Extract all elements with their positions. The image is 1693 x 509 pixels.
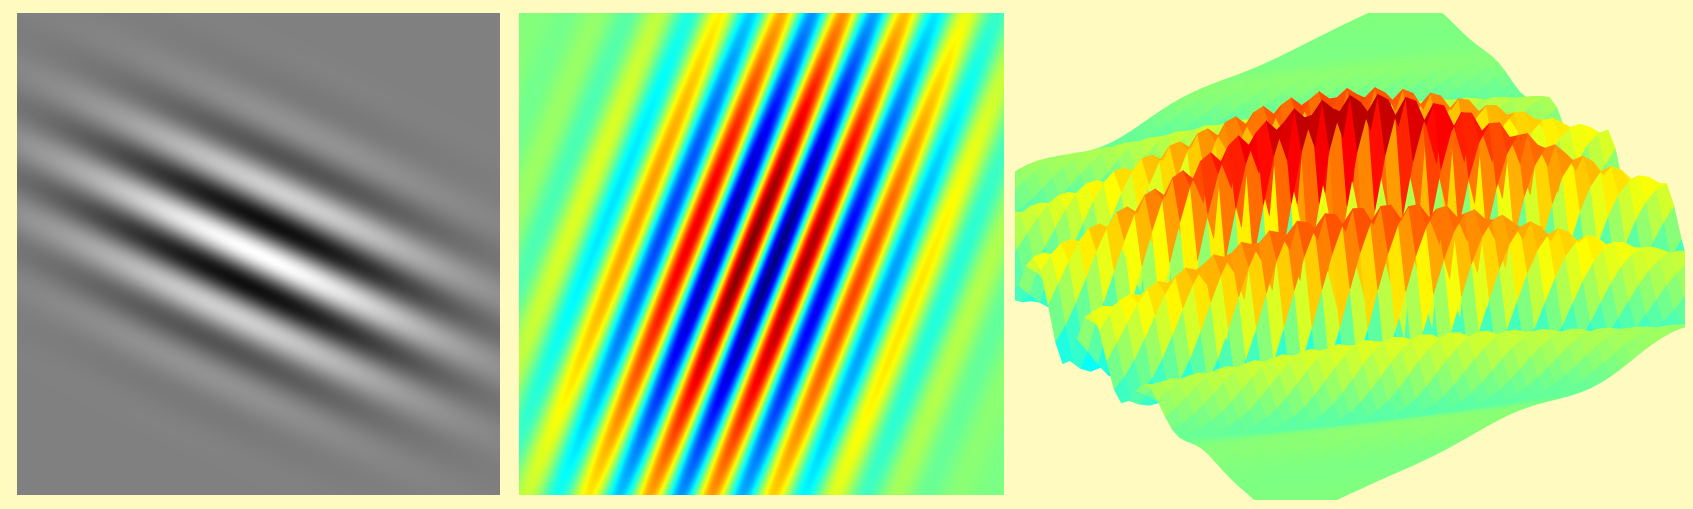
- surface-facet: [1169, 141, 1188, 179]
- surface-facet: [1377, 93, 1396, 156]
- surface-facet: [1234, 112, 1254, 135]
- surface-facet: [1157, 390, 1176, 418]
- surface-facet: [1349, 94, 1368, 152]
- gabor-surface-plot: [944, 0, 1693, 509]
- surface-facet: [1266, 120, 1285, 157]
- gabor-surface-svg: [944, 0, 1693, 509]
- surface-facet: [1090, 153, 1109, 185]
- surface-facet: [1268, 230, 1288, 262]
- surface-facet: [1317, 348, 1336, 382]
- surface-facet: [1088, 223, 1108, 252]
- surface-facet: [1324, 213, 1343, 255]
- surface-facet: [1293, 108, 1313, 152]
- surface-facet: [1373, 341, 1392, 377]
- surface-facet: [1128, 141, 1147, 169]
- surface-facet: [1213, 252, 1232, 276]
- surface-facet: [1461, 112, 1480, 179]
- surface-facet: [1380, 204, 1399, 254]
- surface-facet: [1436, 205, 1455, 260]
- surface-facet: [1597, 129, 1616, 165]
- surface-facet: [1541, 117, 1560, 159]
- surface-facet: [1289, 352, 1308, 384]
- colormap-gabor-image: [519, 13, 1004, 495]
- surface-facet: [1405, 96, 1424, 162]
- surface-facet: [1433, 103, 1452, 170]
- surface-facet: [1119, 293, 1138, 324]
- surface-facet: [1491, 214, 1511, 270]
- surface-facet: [1488, 122, 1508, 188]
- surface-facet: [1321, 99, 1341, 150]
- surface-facet: [1241, 241, 1260, 268]
- surface-facet: [1141, 154, 1160, 186]
- surface-facet: [1296, 220, 1316, 257]
- surface-facet: [1113, 167, 1133, 193]
- surface-facet: [1352, 207, 1371, 254]
- colormap-gabor-canvas: [519, 13, 1004, 495]
- surface-facet: [1091, 305, 1110, 331]
- surface-facet: [1261, 357, 1280, 387]
- surface-facet: [1238, 132, 1257, 165]
- surface-facet: [1463, 209, 1483, 265]
- surface-facet: [1223, 370, 1242, 402]
- surface-facet: [1569, 123, 1588, 163]
- surface-facet: [1345, 344, 1364, 379]
- grayscale-gabor-canvas: [17, 13, 500, 495]
- surface-facet: [1408, 203, 1427, 256]
- surface-facet: [1019, 205, 1039, 233]
- surface-facet: [1262, 105, 1282, 130]
- surface-facet: [1052, 167, 1071, 199]
- grayscale-gabor-image: [17, 13, 500, 495]
- surface-facet: [1210, 145, 1229, 175]
